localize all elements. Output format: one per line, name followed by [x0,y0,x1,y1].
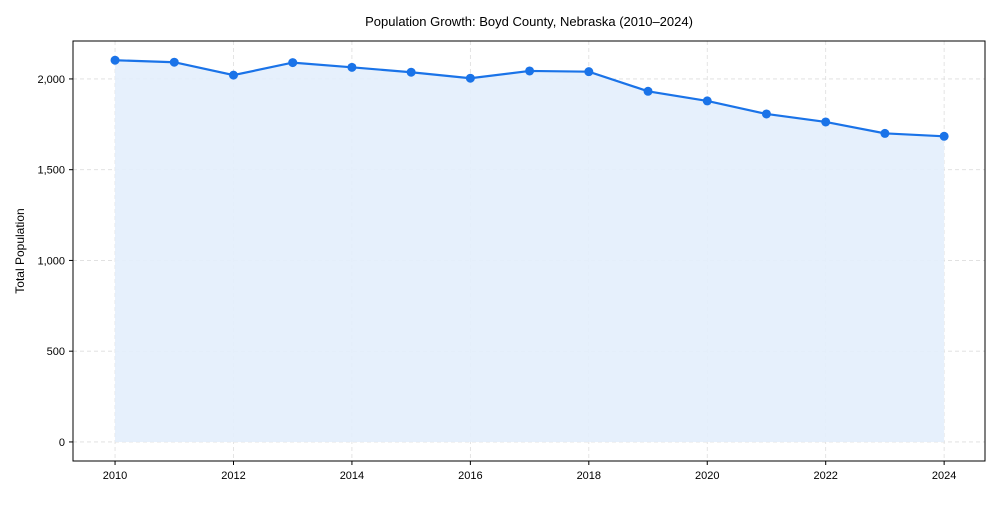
data-point [939,131,949,141]
data-point [525,66,535,76]
x-tick-label: 2016 [458,470,482,482]
data-points [110,55,949,141]
data-point [702,96,712,106]
y-tick-label: 0 [59,437,65,449]
data-point [643,86,653,96]
x-tick-label: 2010 [103,470,127,482]
y-axis: 0 500 1,000 1,500 2,000 [37,74,73,449]
y-tick-label: 500 [47,346,65,358]
y-axis-label: Total Population [13,208,27,293]
data-point [465,73,475,83]
x-tick-label: 2024 [932,470,956,482]
y-tick-label: 1,500 [37,165,65,177]
data-point [406,67,416,77]
x-axis: 2010 2012 2014 2016 2018 2020 2022 2024 [103,461,956,482]
data-point [288,58,298,68]
data-point [347,62,357,72]
x-tick-label: 2014 [340,470,364,482]
data-point [228,70,238,80]
y-tick-label: 1,000 [37,255,65,267]
x-tick-label: 2018 [577,470,601,482]
x-tick-label: 2012 [221,470,245,482]
x-tick-label: 2022 [813,470,837,482]
data-point [821,117,831,127]
data-point [880,128,890,138]
chart-title: Population Growth: Boyd County, Nebraska… [365,14,693,29]
x-tick-label: 2020 [695,470,719,482]
y-tick-label: 2,000 [37,74,65,86]
data-point [169,57,179,67]
plot-frame [72,40,986,462]
data-point [584,67,594,77]
data-point [110,55,120,65]
area-fill [115,60,945,442]
data-point [761,109,771,119]
